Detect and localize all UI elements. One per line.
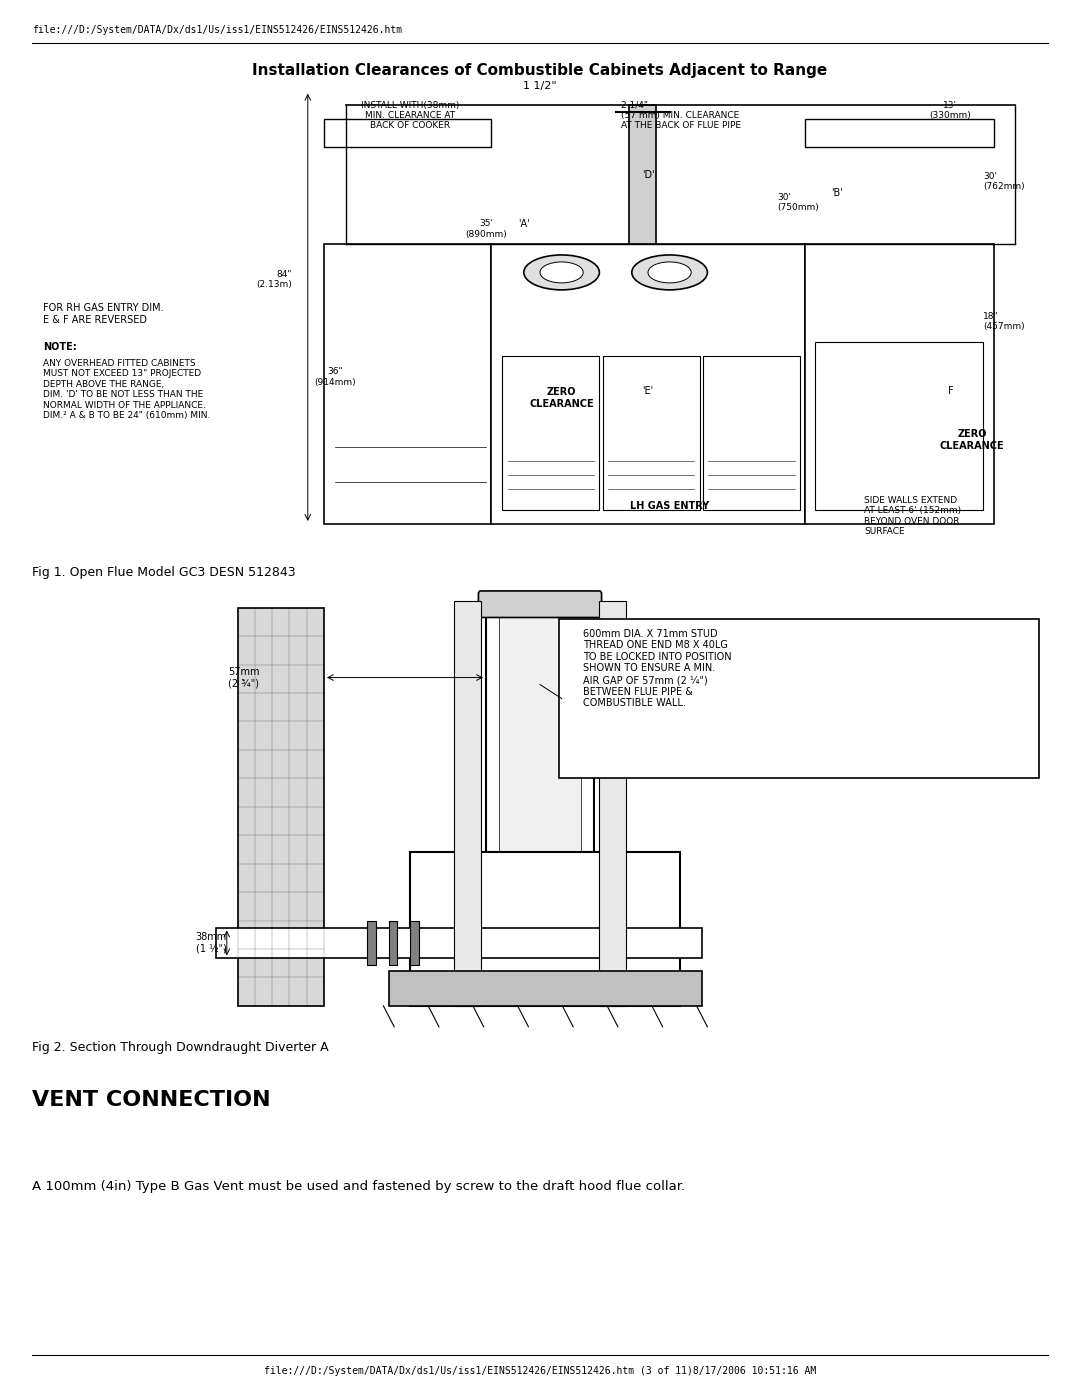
Text: F: F (947, 386, 954, 397)
Text: ZERO
CLEARANCE: ZERO CLEARANCE (940, 429, 1004, 451)
Text: 36"
(914mm): 36" (914mm) (314, 367, 355, 387)
Text: INSTALL WITH(38mm)
MIN. CLEARANCE AT
BACK OF COOKER: INSTALL WITH(38mm) MIN. CLEARANCE AT BAC… (361, 101, 460, 130)
Bar (815, 342, 983, 510)
Text: 38mm
(1 ½"): 38mm (1 ½") (195, 932, 227, 954)
Bar (238, 608, 324, 1006)
Text: LH GAS ENTRY: LH GAS ENTRY (630, 500, 710, 511)
Text: 30'
(762mm): 30' (762mm) (983, 172, 1025, 191)
Bar (703, 356, 800, 510)
Bar (629, 105, 657, 244)
Text: 600mm DIA. X 71mm STUD
THREAD ONE END M8 X 40LG
TO BE LOCKED INTO POSITION
SHOWN: 600mm DIA. X 71mm STUD THREAD ONE END M8… (583, 629, 732, 708)
Bar (389, 921, 397, 965)
Text: 'A': 'A' (518, 219, 530, 229)
Text: 57mm
(2 ¾"): 57mm (2 ¾") (228, 666, 259, 689)
Bar (324, 244, 491, 524)
Text: 2 1/4"
(57 mm) MIN. CLEARANCE
AT THE BACK OF FLUE PIPE: 2 1/4" (57 mm) MIN. CLEARANCE AT THE BAC… (621, 101, 741, 130)
Text: ANY OVERHEAD FITTED CABINETS
MUST NOT EXCEED 13" PROJECTED
DEPTH ABOVE THE RANGE: ANY OVERHEAD FITTED CABINETS MUST NOT EX… (43, 359, 211, 420)
Text: Fig 1. Open Flue Model GC3 DESN 512843: Fig 1. Open Flue Model GC3 DESN 512843 (32, 566, 296, 578)
Bar (603, 356, 700, 510)
Text: 30'
(750mm): 30' (750mm) (778, 193, 820, 212)
Bar (805, 244, 994, 524)
Text: 84"
(2.13m): 84" (2.13m) (256, 270, 292, 289)
Bar (367, 921, 376, 965)
Text: 35'
(890mm): 35' (890mm) (465, 219, 507, 239)
Text: file:///D:/System/DATA/Dx/ds1/Us/iss1/EINS512426/EINS512426.htm: file:///D:/System/DATA/Dx/ds1/Us/iss1/EI… (32, 25, 403, 35)
Text: 'E': 'E' (643, 386, 653, 397)
Bar (410, 921, 419, 965)
Bar (502, 356, 599, 510)
Text: 'D': 'D' (642, 169, 654, 180)
Bar (486, 601, 594, 852)
FancyBboxPatch shape (478, 591, 602, 617)
Text: Installation Clearances of Combustible Cabinets Adjacent to Range: Installation Clearances of Combustible C… (253, 63, 827, 78)
Bar (499, 601, 581, 852)
Text: Fig 2. Section Through Downdraught Diverter A: Fig 2. Section Through Downdraught Diver… (32, 1041, 329, 1053)
Bar (805, 119, 994, 147)
Text: 18"
(457mm): 18" (457mm) (983, 312, 1025, 331)
Bar (324, 119, 491, 147)
Text: VENT CONNECTION: VENT CONNECTION (32, 1090, 271, 1109)
Text: A 100mm (4in) Type B Gas Vent must be used and fastened by screw to the draft ho: A 100mm (4in) Type B Gas Vent must be us… (32, 1180, 686, 1193)
FancyBboxPatch shape (559, 619, 1039, 778)
Bar (54, 105, 1048, 552)
Bar (491, 244, 805, 524)
Ellipse shape (524, 254, 599, 291)
Bar (410, 852, 680, 1006)
Text: 'B': 'B' (832, 187, 843, 198)
Text: 1 1/2": 1 1/2" (523, 81, 557, 91)
Text: SIDE WALLS EXTEND
AT LEAST 6' (152mm)
BEYOND OVEN DOOR
SURFACE: SIDE WALLS EXTEND AT LEAST 6' (152mm) BE… (864, 496, 961, 536)
Ellipse shape (648, 263, 691, 282)
Bar (389, 971, 702, 1006)
Text: NOTE:: NOTE: (43, 342, 77, 352)
Ellipse shape (632, 254, 707, 291)
Ellipse shape (540, 263, 583, 282)
Bar (599, 601, 626, 1006)
Text: ZERO
CLEARANCE: ZERO CLEARANCE (529, 387, 594, 409)
Text: file:///D:/System/DATA/Dx/ds1/Us/iss1/EINS512426/EINS512426.htm (3 of 11)8/17/20: file:///D:/System/DATA/Dx/ds1/Us/iss1/EI… (264, 1366, 816, 1376)
Bar (454, 601, 481, 1006)
Text: 13'
(330mm): 13' (330mm) (930, 101, 971, 120)
Bar (216, 928, 702, 958)
Text: FOR RH GAS ENTRY DIM.
E & F ARE REVERSED: FOR RH GAS ENTRY DIM. E & F ARE REVERSED (43, 303, 164, 324)
